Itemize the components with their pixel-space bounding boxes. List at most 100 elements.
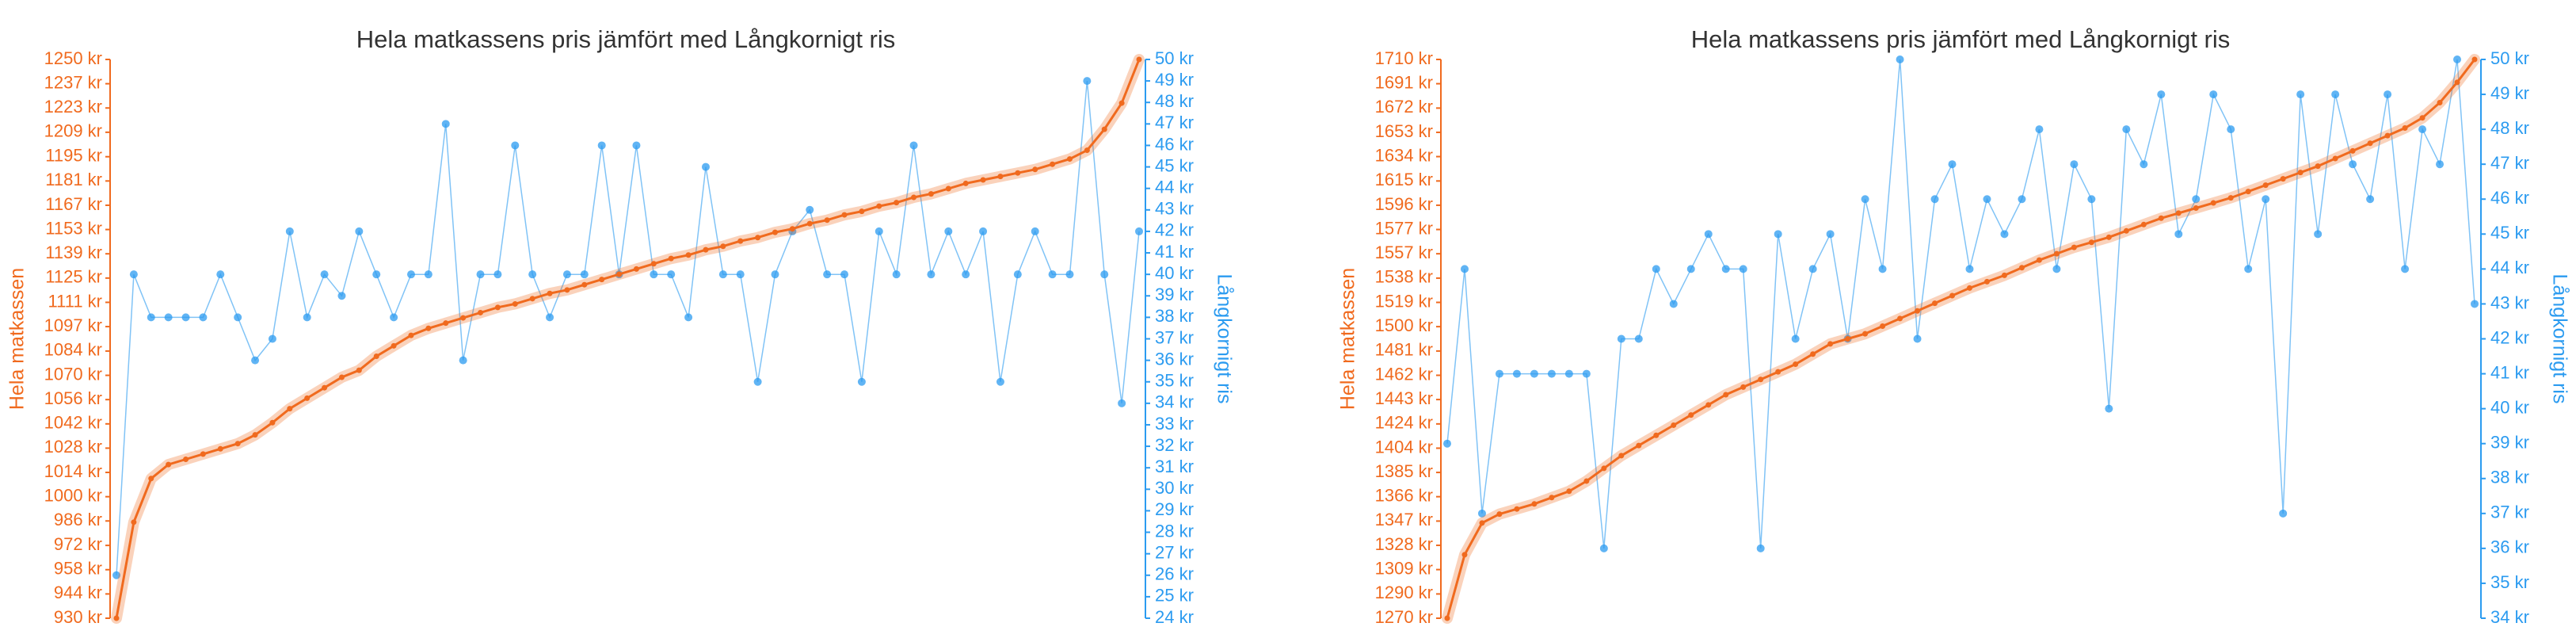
y-tick-label: 944 kr bbox=[54, 583, 102, 602]
y2-tick-label: 39 kr bbox=[2490, 433, 2529, 453]
point bbox=[459, 356, 467, 365]
y-tick-label: 1538 kr bbox=[1375, 267, 1433, 287]
point bbox=[2280, 176, 2286, 182]
point bbox=[562, 270, 571, 279]
point bbox=[268, 334, 276, 343]
point bbox=[2174, 230, 2183, 239]
point bbox=[547, 290, 553, 296]
point bbox=[2001, 272, 2007, 278]
point bbox=[2279, 509, 2288, 518]
y2-tick-label: 50 kr bbox=[1155, 48, 1194, 68]
point bbox=[1066, 156, 1073, 162]
point bbox=[1862, 331, 1869, 337]
y2-tick-label: 47 kr bbox=[1155, 113, 1194, 132]
y-tick-label: 1672 kr bbox=[1375, 97, 1433, 117]
point bbox=[564, 287, 570, 293]
y2-tick-label: 44 kr bbox=[2490, 258, 2529, 277]
y2-tick-label: 36 kr bbox=[2490, 537, 2529, 557]
y-tick-label: 1070 kr bbox=[44, 364, 102, 384]
point bbox=[2192, 195, 2201, 204]
point bbox=[285, 227, 294, 235]
point bbox=[1444, 615, 1450, 621]
point bbox=[1460, 265, 1469, 273]
point bbox=[1915, 308, 1921, 314]
point bbox=[494, 304, 501, 311]
point bbox=[2140, 221, 2147, 227]
point bbox=[2209, 90, 2218, 99]
point bbox=[599, 277, 605, 283]
point bbox=[113, 615, 120, 621]
y-tick-label: 1596 kr bbox=[1375, 194, 1433, 214]
y-tick-label: 1270 kr bbox=[1375, 607, 1433, 627]
y-tick-label: 1519 kr bbox=[1375, 291, 1433, 311]
y-tick-label: 1181 kr bbox=[45, 170, 102, 189]
point bbox=[962, 270, 970, 279]
point bbox=[2000, 230, 2009, 239]
y-tick-label: 1615 kr bbox=[1375, 170, 1433, 189]
y-tick-label: 1347 kr bbox=[1375, 510, 1433, 529]
point bbox=[2036, 257, 2042, 263]
point bbox=[2349, 147, 2356, 154]
point bbox=[1948, 160, 1957, 169]
point bbox=[528, 270, 537, 279]
y-tick-label: 1577 kr bbox=[1375, 218, 1433, 238]
y2-tick-label: 45 kr bbox=[2490, 223, 2529, 243]
point bbox=[304, 395, 311, 401]
point bbox=[1896, 55, 1904, 63]
point bbox=[1101, 126, 1107, 132]
point bbox=[857, 377, 866, 386]
y2-tick-label: 41 kr bbox=[2490, 362, 2529, 382]
point bbox=[1983, 278, 1990, 285]
point bbox=[824, 217, 830, 224]
y2-tick-label: 30 kr bbox=[1155, 478, 1194, 498]
y-tick-label: 930 kr bbox=[54, 607, 102, 627]
point bbox=[859, 208, 865, 215]
point bbox=[1826, 230, 1835, 239]
point bbox=[337, 292, 346, 300]
point bbox=[493, 270, 502, 279]
point bbox=[406, 270, 415, 279]
point bbox=[1739, 265, 1747, 273]
y2-tick-label: 49 kr bbox=[2490, 83, 2529, 103]
point bbox=[823, 270, 832, 279]
point bbox=[1636, 442, 1642, 449]
point bbox=[391, 342, 397, 349]
point bbox=[1688, 412, 1694, 418]
y-tick-label: 986 kr bbox=[54, 510, 102, 529]
point bbox=[2053, 250, 2060, 257]
y2-tick-label: 32 kr bbox=[1155, 435, 1194, 455]
point bbox=[2035, 125, 2044, 134]
point bbox=[911, 194, 917, 201]
point bbox=[806, 220, 813, 227]
point bbox=[1512, 369, 1521, 378]
point bbox=[1048, 270, 1057, 279]
point bbox=[753, 377, 762, 386]
point bbox=[1617, 334, 1625, 343]
point bbox=[1118, 100, 1125, 106]
y-tick-label: 1385 kr bbox=[1375, 461, 1433, 481]
point bbox=[703, 246, 709, 253]
y-axis-label: Hela matkassen bbox=[1337, 268, 1359, 410]
point bbox=[876, 203, 882, 209]
point bbox=[597, 141, 606, 150]
point bbox=[840, 270, 849, 279]
point bbox=[1547, 369, 1556, 378]
point bbox=[252, 432, 258, 438]
point bbox=[148, 476, 154, 482]
point bbox=[234, 313, 242, 322]
y-tick-label: 972 kr bbox=[54, 534, 102, 554]
y-tick-label: 1290 kr bbox=[1375, 583, 1433, 602]
point bbox=[443, 320, 449, 327]
point bbox=[875, 227, 883, 235]
point bbox=[945, 185, 951, 192]
point bbox=[2315, 163, 2321, 170]
y2-axis-label: Långkornigt ris bbox=[1213, 274, 1235, 404]
point bbox=[1566, 488, 1572, 495]
y2-tick-label: 49 kr bbox=[1155, 70, 1194, 90]
point bbox=[1808, 265, 1817, 273]
y2-tick-label: 46 kr bbox=[1155, 134, 1194, 154]
point bbox=[616, 271, 623, 277]
y-tick-label: 1084 kr bbox=[44, 340, 102, 360]
point bbox=[1878, 265, 1887, 273]
y-tick-label: 1014 kr bbox=[44, 461, 102, 481]
